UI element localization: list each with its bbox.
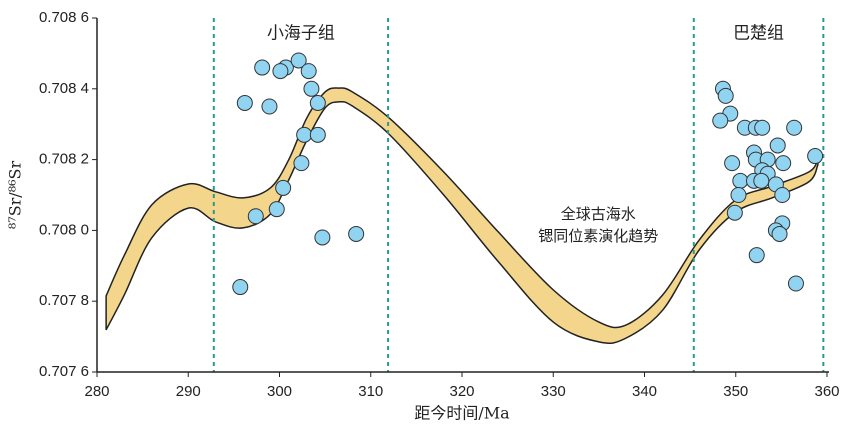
y-tick-label: 0.707 6 bbox=[39, 363, 89, 380]
data-point bbox=[348, 225, 365, 242]
x-tick-label: 310 bbox=[358, 383, 383, 400]
band-label: 全球古海水 bbox=[561, 205, 636, 223]
y-tick-label: 0.708 2 bbox=[39, 151, 89, 168]
data-point bbox=[774, 187, 791, 203]
data-point bbox=[232, 279, 249, 296]
data-point bbox=[807, 148, 824, 165]
y-tick-label: 0.708 0 bbox=[39, 221, 89, 238]
x-tick-label: 350 bbox=[723, 383, 748, 400]
y-tick-label: 0.708 4 bbox=[39, 80, 89, 97]
data-point bbox=[748, 247, 765, 264]
x-tick-label: 360 bbox=[814, 383, 839, 400]
x-tick-label: 300 bbox=[267, 383, 292, 400]
x-axis-label: 距今时间/Ma bbox=[414, 404, 510, 423]
data-point bbox=[293, 155, 310, 172]
data-point bbox=[771, 225, 788, 242]
data-point bbox=[247, 208, 264, 225]
data-point bbox=[236, 94, 253, 111]
x-tick-label: 320 bbox=[449, 383, 474, 400]
data-point bbox=[296, 126, 313, 143]
trend-band bbox=[105, 87, 819, 344]
data-point bbox=[769, 137, 786, 154]
data-point bbox=[730, 187, 747, 203]
x-tick-label: 340 bbox=[632, 383, 657, 400]
data-point bbox=[261, 98, 278, 115]
data-point bbox=[309, 126, 326, 143]
data-point bbox=[314, 229, 331, 246]
data-point bbox=[712, 112, 729, 129]
formation-label: 小海子组 bbox=[267, 24, 335, 44]
data-point bbox=[732, 172, 749, 189]
x-tick-label: 330 bbox=[541, 383, 566, 400]
data-point bbox=[717, 87, 734, 104]
data-point bbox=[300, 63, 317, 80]
y-tick-label: 0.707 8 bbox=[39, 292, 89, 309]
data-point bbox=[724, 155, 741, 172]
data-point bbox=[275, 179, 292, 196]
data-point bbox=[303, 80, 320, 97]
x-tick-label: 280 bbox=[84, 383, 109, 400]
data-point bbox=[254, 59, 271, 76]
data-point bbox=[786, 119, 803, 136]
data-point bbox=[754, 119, 771, 136]
y-axis-label: ⁸⁷Sr/⁸⁶Sr bbox=[6, 161, 25, 230]
data-point bbox=[753, 172, 770, 189]
data-point bbox=[290, 52, 307, 69]
data-point bbox=[268, 201, 285, 218]
data-point bbox=[775, 155, 792, 172]
data-point bbox=[272, 63, 289, 80]
band-label: 锶同位素演化趋势 bbox=[538, 227, 658, 245]
y-tick-label: 0.708 6 bbox=[39, 9, 89, 26]
data-point bbox=[787, 275, 804, 292]
data-point bbox=[309, 94, 326, 111]
x-tick-label: 290 bbox=[176, 383, 201, 400]
data-point bbox=[726, 204, 743, 221]
formation-label: 巴楚组 bbox=[733, 24, 784, 44]
